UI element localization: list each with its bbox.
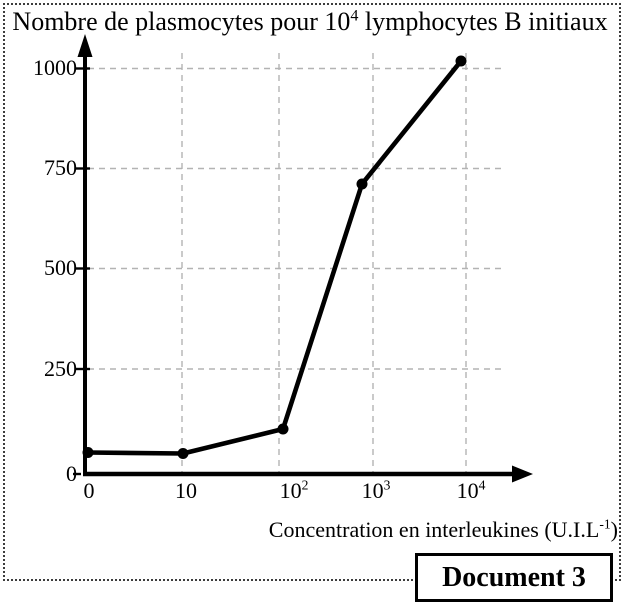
y-tick-label: 500 — [44, 255, 77, 280]
x-tick-label: 102 — [279, 477, 309, 503]
y-tick-label: 1000 — [33, 55, 77, 80]
data-point — [455, 55, 467, 67]
x-axis-label: Concentration en interleukines (U.I.L-1) — [269, 517, 618, 543]
y-axis-arrowhead-icon — [77, 34, 93, 57]
x-axis-arrowhead-icon — [512, 465, 533, 483]
y-tick-label: 750 — [44, 155, 77, 180]
curve-group — [82, 55, 467, 459]
x-axis-label-pre: Concentration en interleukines (U.I.L — [268, 517, 600, 542]
data-point — [356, 178, 368, 190]
data-point — [82, 447, 94, 458]
chart-title: Nombre de plasmocytes pour 104 lymphocyt… — [0, 8, 620, 36]
x-axis-label-sup: -1 — [599, 516, 611, 532]
gridlines — [88, 53, 504, 472]
chart-title-post: lymphocytes B initiaux — [358, 7, 608, 36]
x-tick-label: 10 — [175, 478, 197, 503]
y-tick-label: 0 — [66, 461, 77, 486]
x-tick-label: 0 — [83, 478, 95, 503]
y-tick-label: 250 — [44, 356, 77, 381]
x-axis-label-post: ) — [610, 517, 618, 542]
data-point — [177, 448, 189, 459]
y-axis-ticks — [73, 67, 90, 476]
chart-title-pre: Nombre de plasmocytes pour 10 — [12, 7, 351, 36]
chart-title-sup: 4 — [350, 7, 359, 25]
data-point — [277, 423, 289, 435]
document-label-box: Document 3 — [415, 553, 613, 602]
page-dotted-border — [3, 3, 621, 581]
data-curve — [87, 59, 463, 456]
document-label: Document 3 — [442, 561, 586, 593]
x-tick-label: 104 — [456, 477, 486, 503]
x-tick-label: 103 — [361, 477, 391, 503]
